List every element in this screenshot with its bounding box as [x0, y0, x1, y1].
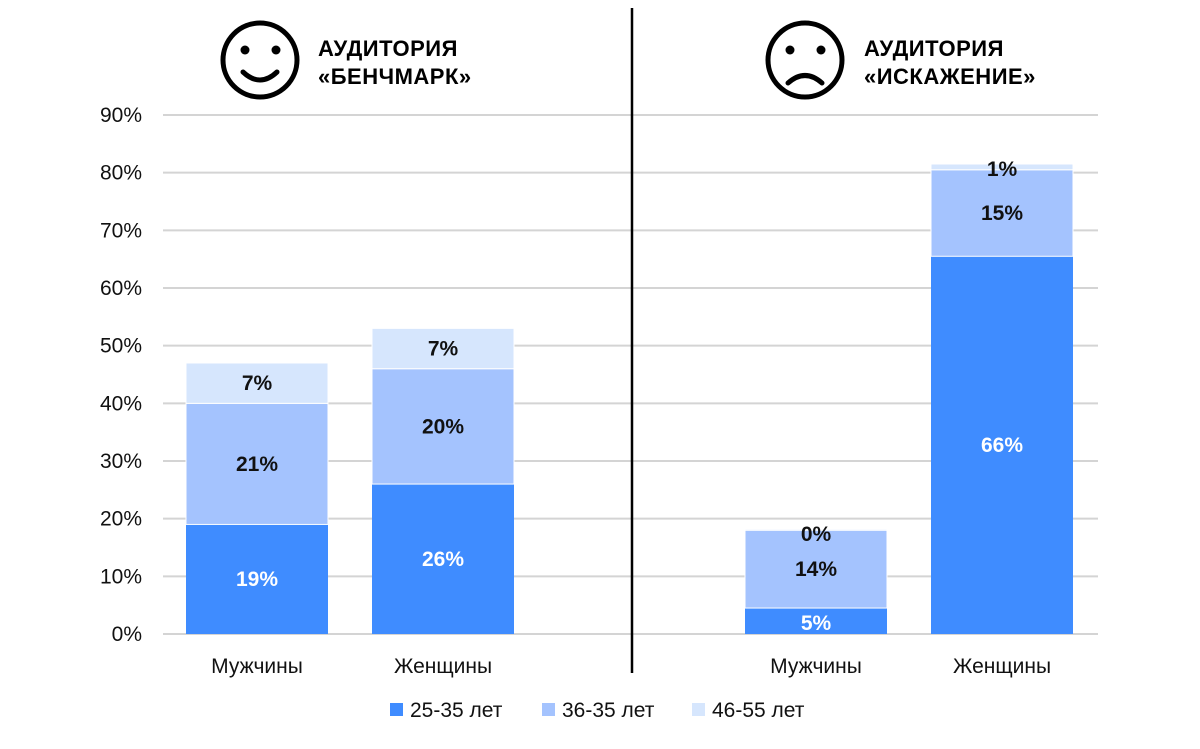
y-tick-label: 30% [100, 450, 142, 473]
bar-segment [744, 528, 888, 531]
legend: 25-35 лет 36-35 лет 46-55 лет [390, 699, 805, 722]
bars: 19% 21% 7% 26% 20% 7% 5% 14% 0% 66% 15% 1% [185, 158, 1074, 635]
data-label: 19% [236, 568, 278, 591]
data-label: 15% [981, 202, 1023, 225]
x-category-label: Женщины [394, 655, 492, 678]
data-label: 7% [242, 372, 273, 395]
legend-swatch [692, 703, 705, 716]
y-tick-label: 40% [100, 392, 142, 415]
data-label: 26% [422, 548, 464, 571]
legend-label: 25-35 лет [410, 699, 503, 722]
y-tick-label: 0% [112, 623, 142, 646]
y-tick-label: 20% [100, 508, 142, 531]
bar-segment [744, 529, 888, 609]
y-axis: 0% 10% 20% 30% 40% 50% 60% 70% 80% 90% [100, 104, 142, 646]
data-label: 7% [428, 338, 459, 361]
data-label: 5% [801, 612, 832, 635]
legend-swatch [390, 703, 403, 716]
bar-segment [185, 402, 329, 525]
bar-segment [371, 327, 515, 370]
panel-title-benchmark-line2: «БЕНЧМАРК» [318, 64, 472, 89]
data-label: 20% [422, 415, 464, 438]
bar-segment [185, 362, 329, 404]
bar-segment [930, 163, 1074, 171]
y-tick-label: 50% [100, 335, 142, 358]
data-label: 66% [981, 434, 1023, 457]
x-category-label: Мужчины [770, 655, 862, 678]
y-tick-label: 70% [100, 219, 142, 242]
legend-label: 36-35 лет [562, 699, 655, 722]
data-label: 14% [795, 558, 837, 581]
panel-title-benchmark-line1: АУДИТОРИЯ [318, 36, 458, 61]
y-tick-label: 90% [100, 104, 142, 127]
bar-segment [371, 368, 515, 485]
panel-title-distortion-line2: «ИСКАЖЕНИЕ» [864, 64, 1036, 89]
happy-face-icon [220, 20, 300, 100]
data-label: 0% [801, 523, 832, 546]
x-category-label: Женщины [953, 655, 1051, 678]
y-tick-label: 60% [100, 277, 142, 300]
panel-title-distortion-line1: АУДИТОРИЯ [864, 36, 1004, 61]
y-tick-label: 80% [100, 162, 142, 185]
y-tick-label: 10% [100, 565, 142, 588]
legend-swatch [542, 703, 555, 716]
bar-segment [931, 256, 1073, 634]
bar-segment [372, 484, 514, 634]
sad-face-icon [765, 20, 845, 100]
data-label: 21% [236, 453, 278, 476]
bar-segment [186, 524, 328, 634]
bar-segment [930, 169, 1074, 257]
bar-segment [745, 608, 887, 634]
x-category-label: Мужчины [211, 655, 303, 678]
data-label: 1% [987, 158, 1018, 181]
legend-label: 46-55 лет [712, 699, 805, 722]
category-labels: Мужчины Женщины Мужчины Женщины [211, 655, 1051, 678]
